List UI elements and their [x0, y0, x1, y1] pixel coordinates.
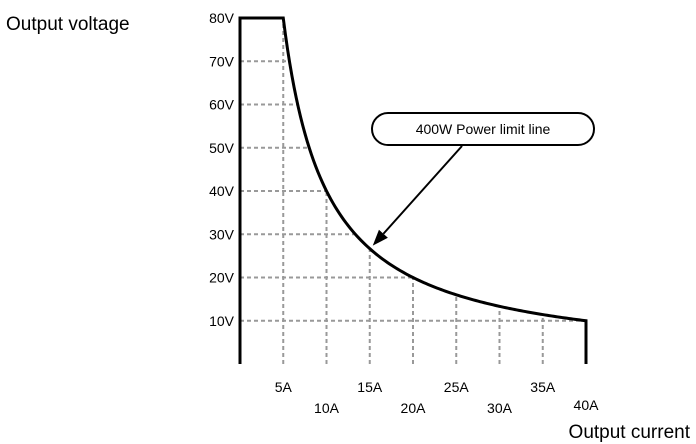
y-tick-labels: 10V 20V 30V 40V 50V 60V 70V 80V	[209, 10, 235, 329]
y-tick-label: 50V	[209, 140, 235, 156]
x-tick-label: 30A	[487, 400, 513, 416]
x-tick-label: 5A	[275, 379, 293, 395]
x-axis-title: Output current	[569, 422, 691, 443]
x-tick-label: 40A	[574, 397, 600, 413]
y-tick-label: 20V	[209, 270, 235, 286]
x-tick-labels: 5A 10A 15A 20A 25A 30A 35A 40A	[275, 379, 599, 416]
annotation-text: 400W Power limit line	[416, 121, 551, 137]
x-tick-label: 20A	[401, 400, 427, 416]
x-tick-label: 35A	[530, 379, 556, 395]
y-tick-label: 60V	[209, 97, 235, 113]
power-limit-boundary	[238, 16, 588, 364]
annotation-arrowhead	[372, 229, 388, 246]
annotation-callout: 400W Power limit line	[371, 112, 595, 246]
x-tick-label: 10A	[314, 400, 340, 416]
y-tick-label: 80V	[209, 10, 235, 26]
y-tick-label: 30V	[209, 226, 235, 242]
y-tick-label: 70V	[209, 53, 235, 69]
y-tick-label: 40V	[209, 183, 235, 199]
x-tick-label: 25A	[444, 379, 470, 395]
annotation-arrow	[382, 145, 463, 235]
grid	[240, 18, 586, 364]
x-tick-label: 15A	[357, 379, 383, 395]
y-tick-label: 10V	[209, 313, 235, 329]
y-axis-title: Output voltage	[6, 14, 130, 35]
annotation-box	[371, 112, 595, 146]
